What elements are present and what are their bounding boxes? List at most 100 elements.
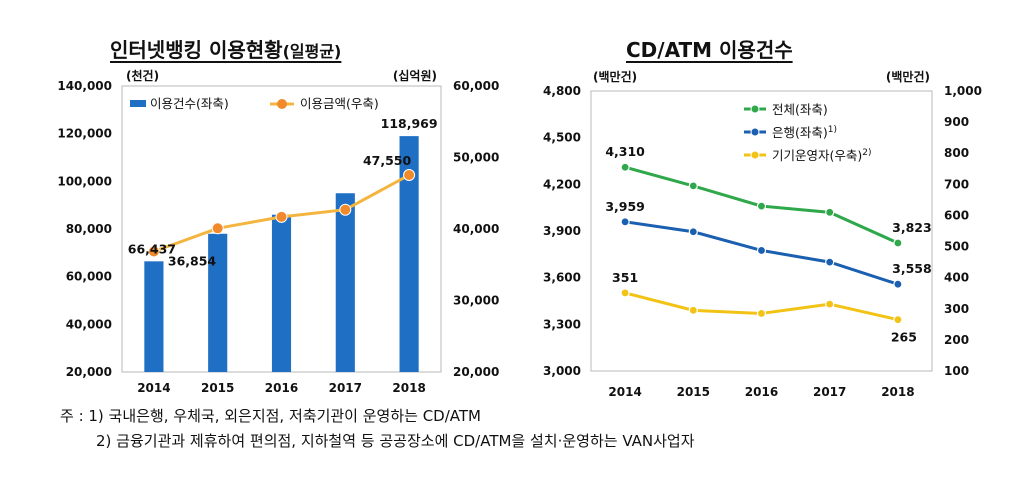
line-point bbox=[893, 315, 903, 325]
left-axis-tick-label: 120,000 bbox=[57, 127, 112, 141]
x-axis-tick-label: 2014 bbox=[137, 381, 170, 395]
line-point bbox=[688, 181, 698, 191]
legend-label: 전체(좌축) bbox=[772, 102, 828, 117]
x-axis-tick-label: 2017 bbox=[813, 385, 846, 399]
right-axis-unit: (십억원) bbox=[393, 68, 437, 83]
right-axis-tick-label: 20,000 bbox=[453, 365, 499, 379]
line-point bbox=[620, 162, 630, 172]
line-point bbox=[403, 169, 416, 182]
line-point bbox=[275, 210, 288, 223]
data-label: 36,854 bbox=[168, 253, 217, 268]
legend-marker bbox=[750, 104, 760, 114]
left-chart-title: 인터넷뱅킹 이용현황(일평균) bbox=[110, 34, 341, 63]
right-axis-tick-label: 60,000 bbox=[453, 79, 499, 93]
right-axis-tick-label: 40,000 bbox=[453, 222, 499, 236]
x-axis-tick-label: 2014 bbox=[608, 385, 641, 399]
legend-label: 은행(좌축)1) bbox=[772, 125, 837, 140]
bar bbox=[208, 233, 228, 372]
left-axis-unit: (백만건) bbox=[593, 69, 637, 84]
right-axis-tick-label: 500 bbox=[944, 240, 969, 254]
plot-area bbox=[590, 90, 933, 372]
line-point bbox=[339, 203, 352, 216]
line-point bbox=[620, 217, 630, 227]
line-point bbox=[893, 238, 903, 248]
right-axis-tick-label: 200 bbox=[944, 333, 969, 347]
data-label: 3,558 bbox=[892, 261, 932, 276]
left-axis-tick-label: 3,600 bbox=[543, 271, 581, 285]
data-label: 351 bbox=[612, 270, 638, 285]
right-chart-title: CD/ATM 이용건수 bbox=[626, 38, 793, 62]
line-point bbox=[688, 305, 698, 315]
line-point bbox=[620, 288, 630, 298]
x-axis-tick-label: 2016 bbox=[265, 381, 298, 395]
line-point bbox=[147, 245, 160, 258]
x-axis-tick-label: 2018 bbox=[881, 385, 914, 399]
legend-line-marker bbox=[277, 99, 287, 109]
bar bbox=[335, 193, 355, 372]
data-label: 3,959 bbox=[605, 199, 645, 214]
line-point bbox=[825, 257, 835, 267]
x-axis-tick-label: 2016 bbox=[745, 385, 778, 399]
left-axis-tick-label: 100,000 bbox=[57, 174, 112, 188]
x-axis-tick-label: 2018 bbox=[392, 381, 425, 395]
line-point bbox=[756, 201, 767, 211]
left-axis-tick-label: 140,000 bbox=[57, 79, 112, 93]
footnote-2: 2) 금융기관과 제휴하여 편의점, 지하철역 등 공공장소에 CD/ATM을 … bbox=[96, 432, 695, 450]
legend-label-count: 이용건수(좌축) bbox=[150, 96, 229, 111]
right-axis-tick-label: 100 bbox=[944, 364, 969, 378]
line-point bbox=[825, 299, 835, 309]
legend-marker bbox=[750, 150, 760, 160]
right-axis-unit: (백만건) bbox=[886, 69, 930, 84]
data-label: 118,969 bbox=[381, 116, 438, 131]
footnote-1: 주 : 1) 국내은행, 우체국, 외은지점, 저축기관이 운영하는 CD/AT… bbox=[60, 407, 481, 425]
line-point bbox=[825, 207, 835, 217]
right-axis-tick-label: 50,000 bbox=[453, 151, 499, 165]
legend-marker bbox=[750, 127, 760, 137]
left-axis-tick-label: 40,000 bbox=[66, 317, 112, 331]
data-label: 4,310 bbox=[605, 144, 645, 159]
x-axis-tick-label: 2015 bbox=[201, 381, 234, 395]
line-point bbox=[893, 279, 903, 289]
legend-footnote-mark: 1) bbox=[828, 125, 837, 135]
line-point bbox=[756, 308, 767, 319]
legend-label-amount: 이용금액(우축) bbox=[300, 96, 379, 111]
right-axis-tick-label: 600 bbox=[944, 208, 969, 222]
left-chart-title-main: 인터넷뱅킹 이용현황 bbox=[110, 38, 283, 62]
bar bbox=[144, 261, 164, 372]
bar bbox=[399, 136, 419, 372]
x-axis-tick-label: 2017 bbox=[329, 381, 362, 395]
legend-label: 기기운영자(우축)2) bbox=[772, 148, 872, 163]
left-axis-tick-label: 4,200 bbox=[543, 177, 581, 191]
data-label: 47,550 bbox=[363, 153, 412, 168]
left-axis-tick-label: 20,000 bbox=[66, 365, 112, 379]
line-point bbox=[756, 245, 767, 256]
left-axis-tick-label: 3,900 bbox=[543, 224, 581, 238]
right-axis-tick-label: 400 bbox=[944, 271, 969, 285]
left-axis-tick-label: 3,300 bbox=[543, 317, 581, 331]
data-label: 3,823 bbox=[892, 220, 932, 235]
right-axis-tick-label: 900 bbox=[944, 115, 969, 129]
data-label: 265 bbox=[891, 330, 917, 345]
legend-bar-swatch bbox=[130, 100, 146, 107]
left-axis-tick-label: 80,000 bbox=[66, 222, 112, 236]
bar bbox=[271, 214, 292, 372]
left-axis-unit: (천건) bbox=[126, 68, 159, 83]
left-axis-tick-label: 4,800 bbox=[543, 84, 581, 98]
right-axis-tick-label: 1,000 bbox=[944, 84, 982, 98]
left-chart-title-suffix: (일평균) bbox=[282, 42, 342, 61]
data-label: 66,437 bbox=[128, 241, 176, 256]
right-axis-tick-label: 30,000 bbox=[453, 294, 499, 308]
left-axis-tick-label: 4,500 bbox=[543, 131, 581, 145]
left-axis-tick-label: 3,000 bbox=[543, 364, 581, 378]
legend-footnote-mark: 2) bbox=[862, 148, 871, 158]
x-axis-tick-label: 2015 bbox=[677, 385, 710, 399]
left-axis-tick-label: 60,000 bbox=[66, 270, 112, 284]
right-axis-tick-label: 300 bbox=[944, 302, 969, 316]
right-axis-tick-label: 800 bbox=[944, 146, 969, 160]
footnotes: 주 : 1) 국내은행, 우체국, 외은지점, 저축기관이 운영하는 CD/AT… bbox=[60, 404, 695, 454]
line-point bbox=[688, 227, 698, 237]
right-axis-tick-label: 700 bbox=[944, 177, 969, 191]
line-point bbox=[211, 222, 224, 235]
